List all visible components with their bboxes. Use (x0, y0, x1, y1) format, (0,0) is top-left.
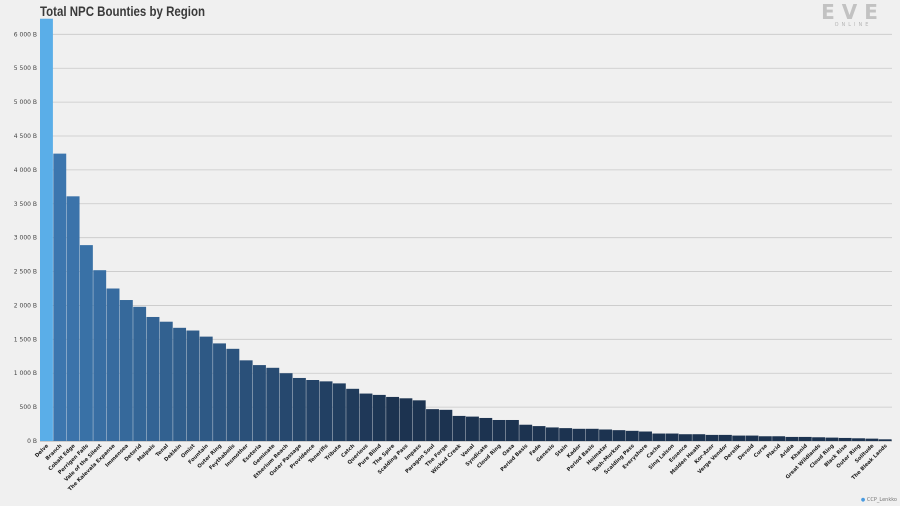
bar (505, 419, 519, 441)
twitter-icon: ● (860, 497, 866, 503)
y-tick-label: 5 500 B (14, 65, 37, 72)
bar (292, 377, 306, 441)
bar (239, 360, 253, 441)
author-credit: ● CCP_Lenkko (861, 497, 897, 503)
bar (599, 429, 613, 441)
y-tick-label: 6 000 B (14, 31, 37, 38)
bar (692, 434, 706, 441)
bar (665, 433, 679, 441)
bar (812, 437, 826, 441)
y-tick-label: 3 500 B (14, 201, 37, 208)
bar (359, 393, 373, 441)
bar (133, 306, 147, 441)
bar (53, 153, 67, 441)
bar (772, 436, 786, 441)
y-tick-label: 1 500 B (14, 336, 37, 343)
bar (93, 270, 107, 441)
bar (732, 435, 746, 441)
bar (79, 245, 93, 441)
bars (40, 18, 892, 442)
y-tick-label: 1 000 B (14, 370, 37, 377)
bar (159, 321, 173, 441)
bar (439, 409, 453, 441)
bar (545, 427, 559, 441)
y-tick-label: 0 B (27, 438, 37, 445)
bar (199, 336, 213, 441)
y-axis: 0 B 500 B 1 000 B 1 500 B 2 000 B 2 500 B 3 00… (14, 31, 37, 445)
bar (519, 424, 533, 441)
bar (798, 436, 812, 441)
bar (625, 430, 639, 441)
y-tick-label: 3 000 B (14, 235, 37, 242)
y-tick-label: 4 000 B (14, 167, 37, 174)
bar (479, 417, 493, 441)
bar (745, 435, 759, 441)
chart-title: Total NPC Bounties by Region (40, 3, 205, 19)
bar (146, 316, 160, 441)
bar (652, 433, 666, 441)
bar (492, 419, 506, 441)
credit-text: CCP_Lenkko (866, 497, 897, 503)
bar (279, 373, 293, 441)
bar (266, 367, 280, 441)
bar (639, 431, 652, 441)
y-tick-label: 2 000 B (14, 302, 37, 309)
bar (386, 396, 400, 441)
bar (612, 430, 626, 441)
y-tick-label: 5 000 B (14, 99, 37, 106)
bar (825, 437, 839, 441)
bar (226, 348, 240, 441)
bar (559, 428, 573, 441)
bar (106, 288, 120, 441)
bar (452, 415, 466, 441)
bar (332, 383, 346, 441)
bar (412, 400, 426, 441)
eve-online-logo: EVE ONLINE (818, 2, 888, 28)
bar (399, 398, 413, 441)
bar (838, 437, 852, 441)
bar (585, 428, 599, 441)
bar (758, 436, 772, 441)
bar (878, 439, 892, 441)
bar (173, 327, 187, 441)
bar (253, 365, 266, 441)
y-tick-label: 2 500 B (14, 269, 37, 276)
bar (705, 434, 719, 441)
bar (466, 416, 479, 441)
bar (319, 381, 333, 441)
bar (372, 394, 386, 441)
bar (186, 330, 200, 441)
bar (572, 428, 586, 441)
bar (865, 438, 879, 441)
bar (426, 409, 439, 441)
bar (66, 196, 80, 441)
bar (213, 343, 226, 441)
bar (852, 438, 865, 441)
bar (679, 434, 692, 441)
bar (40, 18, 53, 442)
y-tick-label: 4 500 B (14, 133, 37, 140)
bar (532, 426, 546, 441)
bar (346, 388, 360, 441)
logo-text: EVE (821, 0, 885, 24)
y-tick-label: 500 B (20, 404, 37, 411)
bar (119, 300, 133, 441)
logo-subtext: ONLINE (834, 22, 872, 28)
bar (785, 436, 799, 441)
bar (306, 380, 320, 441)
bar (718, 434, 732, 441)
